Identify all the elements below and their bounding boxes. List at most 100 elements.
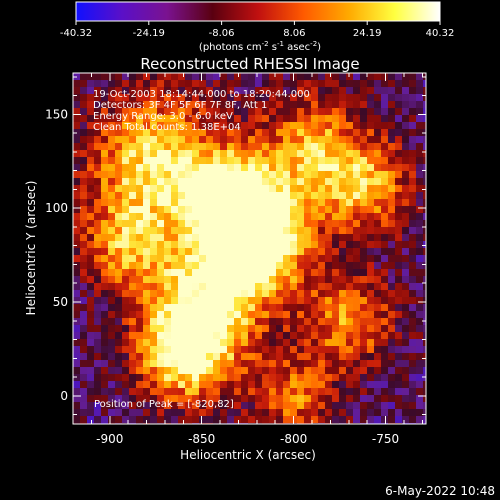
heatmap-pixel (87, 122, 95, 130)
heatmap-pixel (388, 122, 396, 130)
heatmap-pixel (311, 395, 319, 403)
heatmap-pixel (276, 311, 284, 319)
heatmap-pixel (297, 367, 305, 375)
heatmap-pixel (150, 241, 158, 249)
heatmap-pixel (416, 311, 424, 319)
heatmap-pixel (409, 143, 417, 151)
heatmap-pixel (213, 73, 221, 81)
heatmap-pixel (164, 206, 172, 214)
heatmap-pixel (164, 304, 172, 312)
heatmap-pixel (206, 129, 214, 137)
heatmap-pixel (185, 304, 193, 312)
heatmap-pixel (283, 171, 291, 179)
heatmap-pixel (409, 339, 417, 347)
heatmap-pixel (94, 367, 102, 375)
heatmap-pixel (73, 241, 81, 249)
heatmap-pixel (304, 283, 312, 291)
heatmap-pixel (297, 199, 305, 207)
heatmap-pixel (157, 339, 165, 347)
heatmap-pixel (164, 73, 172, 81)
heatmap-pixel (150, 325, 158, 333)
heatmap-pixel (248, 150, 256, 158)
heatmap-pixel (360, 290, 368, 298)
heatmap-pixel (164, 101, 172, 109)
heatmap-pixel (325, 157, 333, 165)
heatmap-pixel (304, 395, 312, 403)
heatmap-pixel (108, 360, 116, 368)
heatmap-pixel (101, 367, 109, 375)
heatmap-pixel (353, 143, 361, 151)
heatmap-pixel (374, 234, 382, 242)
heatmap-pixel (332, 304, 340, 312)
heatmap-pixel (262, 276, 270, 284)
heatmap-pixel (199, 325, 207, 333)
heatmap-pixel (325, 129, 333, 137)
heatmap-pixel (115, 206, 123, 214)
heatmap-pixel (409, 150, 417, 158)
heatmap-pixel (94, 339, 102, 347)
heatmap-pixel (185, 94, 193, 102)
heatmap-pixel (115, 381, 123, 389)
heatmap-pixel (227, 248, 235, 256)
heatmap-pixel (269, 94, 277, 102)
heatmap-pixel (213, 276, 221, 284)
heatmap-pixel (297, 283, 305, 291)
heatmap-pixel (262, 360, 270, 368)
heatmap-pixel (101, 388, 109, 396)
heatmap-pixel (290, 402, 298, 410)
heatmap-pixel (395, 353, 403, 361)
heatmap-pixel (108, 136, 116, 144)
heatmap-pixel (276, 262, 284, 270)
heatmap-pixel (206, 101, 214, 109)
heatmap-pixel (339, 143, 347, 151)
heatmap-pixel (325, 241, 333, 249)
heatmap-pixel (178, 381, 186, 389)
heatmap-pixel (185, 73, 193, 81)
heatmap-pixel (192, 157, 200, 165)
heatmap-pixel (304, 164, 312, 172)
heatmap-pixel (234, 150, 242, 158)
heatmap-pixel (353, 353, 361, 361)
heatmap-pixel (283, 115, 291, 123)
heatmap-pixel (122, 276, 130, 284)
heatmap-pixel (178, 136, 186, 144)
heatmap-pixel (234, 192, 242, 200)
heatmap-pixel (395, 409, 403, 417)
heatmap-pixel (227, 360, 235, 368)
heatmap-pixel (311, 192, 319, 200)
heatmap-pixel (136, 94, 144, 102)
heatmap-pixel (192, 388, 200, 396)
heatmap-pixel (220, 262, 228, 270)
heatmap-pixel (283, 185, 291, 193)
heatmap-pixel (206, 290, 214, 298)
heatmap-pixel (416, 157, 424, 165)
heatmap-pixel (346, 234, 354, 242)
heatmap-pixel (360, 332, 368, 340)
heatmap-pixel (409, 248, 417, 256)
heatmap-pixel (122, 374, 130, 382)
heatmap-pixel (248, 318, 256, 326)
heatmap-pixel (395, 143, 403, 151)
heatmap-pixel (80, 234, 88, 242)
heatmap-pixel (332, 73, 340, 81)
heatmap-pixel (199, 395, 207, 403)
heatmap-pixel (241, 227, 249, 235)
heatmap-pixel (311, 227, 319, 235)
heatmap-pixel (199, 220, 207, 228)
heatmap-pixel (185, 339, 193, 347)
heatmap-pixel (304, 129, 312, 137)
heatmap-pixel (115, 143, 123, 151)
heatmap-pixel (192, 87, 200, 95)
heatmap-pixel (94, 220, 102, 228)
heatmap-pixel (332, 297, 340, 305)
heatmap-pixel (360, 325, 368, 333)
heatmap-pixel (199, 136, 207, 144)
heatmap-pixel (402, 136, 410, 144)
heatmap-pixel (199, 213, 207, 221)
heatmap-pixel (199, 206, 207, 214)
heatmap-pixel (255, 290, 263, 298)
heatmap-pixel (136, 178, 144, 186)
heatmap-pixel (227, 206, 235, 214)
heatmap-pixel (290, 353, 298, 361)
heatmap-pixel (269, 157, 277, 165)
